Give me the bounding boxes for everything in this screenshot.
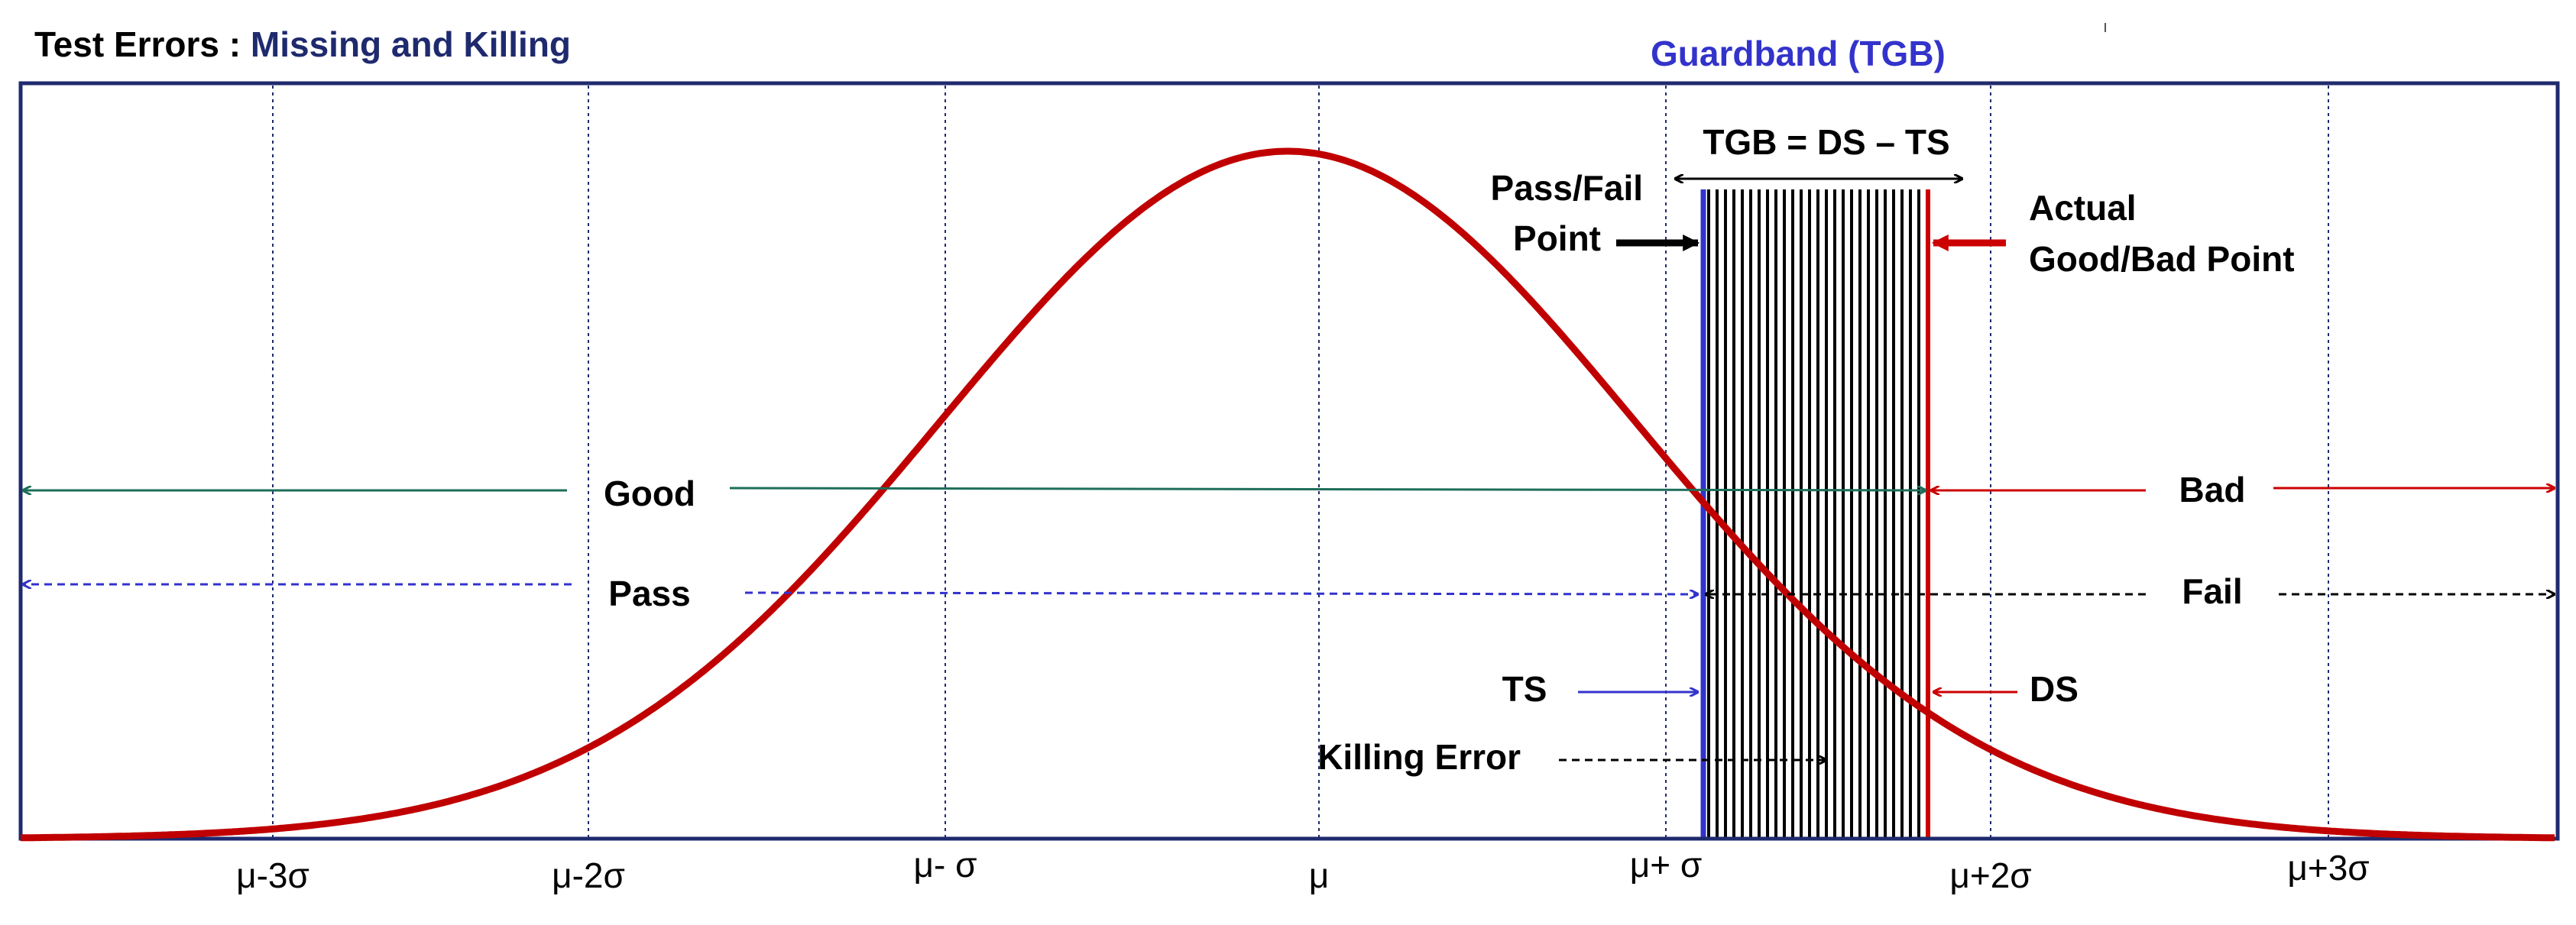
- diagram-frame: [18, 81, 2560, 841]
- title-emphasis: Missing and Killing: [251, 24, 571, 64]
- pass-arrow-right: [744, 593, 1698, 594]
- actual-point-line1: Actual: [2029, 188, 2137, 228]
- pass-fail-point-line2: Point: [1513, 218, 1601, 258]
- title-prefix: Test Errors :: [34, 24, 251, 64]
- diagram-title: Test Errors : Missing and Killing: [34, 24, 571, 64]
- sigma-tick-label: μ+2σ: [1949, 855, 2031, 895]
- tgb-formula: TGB = DS – TS: [1703, 122, 1949, 162]
- sigma-axis-labels: μ-3σ μ-2σ μ- σ μ μ+ σ μ+2σ μ+3σ: [236, 845, 2370, 895]
- pass-label: Pass: [608, 574, 690, 613]
- sigma-grid: [272, 86, 2329, 837]
- good-arrow-right: [729, 488, 1926, 490]
- good-label: Good: [604, 474, 695, 513]
- actual-point-line2: Good/Bad Point: [2029, 239, 2295, 279]
- sigma-tick-label: μ+3σ: [2287, 848, 2369, 888]
- sigma-tick-label: μ- σ: [914, 845, 977, 885]
- normal-distribution-curve: [21, 147, 2555, 842]
- sigma-tick-label: μ+ σ: [1630, 845, 1703, 885]
- bad-label: Bad: [2179, 470, 2246, 509]
- fail-label: Fail: [2182, 571, 2242, 611]
- guardband-hatch: [1707, 189, 1920, 837]
- guardband-heading: Guardband (TGB): [1651, 34, 1946, 73]
- sigma-tick-label: μ-2σ: [552, 855, 625, 895]
- killing-error-label: Killing Error: [1317, 737, 1521, 777]
- pass-fail-point-line1: Pass/Fail: [1491, 168, 1643, 208]
- ds-label: DS: [2030, 669, 2079, 709]
- ts-label: TS: [1502, 669, 1547, 709]
- sigma-tick-label: μ: [1309, 855, 1330, 895]
- sigma-tick-label: μ-3σ: [236, 855, 309, 895]
